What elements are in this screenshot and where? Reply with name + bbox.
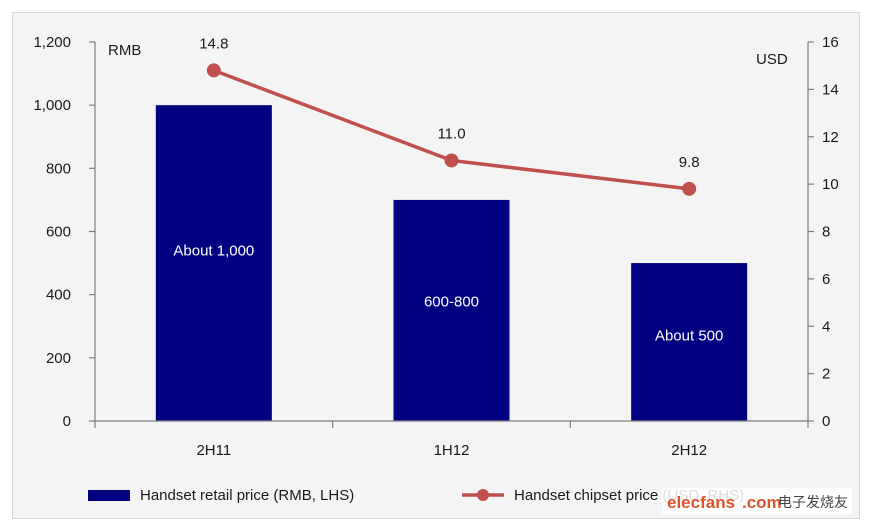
line-series: 14.8 11.0 9.8 xyxy=(199,35,700,196)
line-point-1h12 xyxy=(444,153,459,168)
left-axis: 0 200 400 600 800 1,000 1,200 RMB xyxy=(33,34,141,430)
watermark: elecfans .com 电子发烧友 xyxy=(662,488,852,514)
line-point-2h11 xyxy=(206,63,221,78)
right-axis: 0 2 4 6 8 10 12 14 16 USD xyxy=(756,34,839,430)
right-axis-tick-label: 16 xyxy=(822,34,839,51)
left-axis-tick-label: 1,000 xyxy=(33,97,71,114)
right-axis-tick-label: 0 xyxy=(822,413,830,430)
legend: Handset retail price (RMB, LHS) Handset c… xyxy=(88,487,744,504)
watermark-domain: .com xyxy=(742,493,782,512)
line-point-2h12 xyxy=(682,181,697,196)
bar-label: About 1,000 xyxy=(173,242,254,259)
line-data-label: 14.8 xyxy=(199,35,228,52)
bar-series: About 1,000 600-800 About 500 xyxy=(155,105,748,422)
line-data-label: 9.8 xyxy=(679,154,700,171)
left-axis-unit-label: RMB xyxy=(108,42,141,59)
left-axis-tick-label: 1,200 xyxy=(33,34,71,51)
left-axis-tick-label: 200 xyxy=(46,350,71,367)
right-axis-tick-label: 2 xyxy=(822,366,830,383)
bar-2h11 xyxy=(155,105,272,422)
legend-bar-swatch xyxy=(88,490,130,501)
right-axis-unit-label: USD xyxy=(756,51,788,68)
legend-line-marker xyxy=(477,489,489,501)
left-axis-tick-label: 400 xyxy=(46,287,71,304)
right-axis-tick-label: 8 xyxy=(822,224,830,241)
right-axis-tick-label: 6 xyxy=(822,271,830,288)
right-axis-tick-label: 12 xyxy=(822,129,839,146)
legend-bar-label: Handset retail price (RMB, LHS) xyxy=(140,487,354,504)
watermark-cn: 电子发烧友 xyxy=(778,495,848,511)
x-axis: 2H11 1H12 2H12 xyxy=(94,420,809,459)
bar-2h12 xyxy=(631,263,748,421)
bar-label: About 500 xyxy=(655,328,723,345)
x-axis-tick-label: 1H12 xyxy=(434,442,470,459)
watermark-brand: elecfans xyxy=(667,493,735,512)
line-data-label: 11.0 xyxy=(437,125,465,142)
watermark-backdrop xyxy=(662,488,852,514)
left-axis-tick-label: 600 xyxy=(46,224,71,241)
x-axis-tick-label: 2H12 xyxy=(671,442,707,459)
right-axis-tick-label: 10 xyxy=(822,176,839,193)
x-axis-tick-label: 2H11 xyxy=(196,442,231,459)
right-axis-tick-label: 14 xyxy=(822,81,839,98)
bar-1h12 xyxy=(393,199,510,421)
right-axis-tick-label: 4 xyxy=(822,318,830,335)
bar-label: 600-800 xyxy=(424,294,479,311)
left-axis-tick-label: 0 xyxy=(63,413,71,430)
left-axis-tick-label: 800 xyxy=(46,160,71,177)
